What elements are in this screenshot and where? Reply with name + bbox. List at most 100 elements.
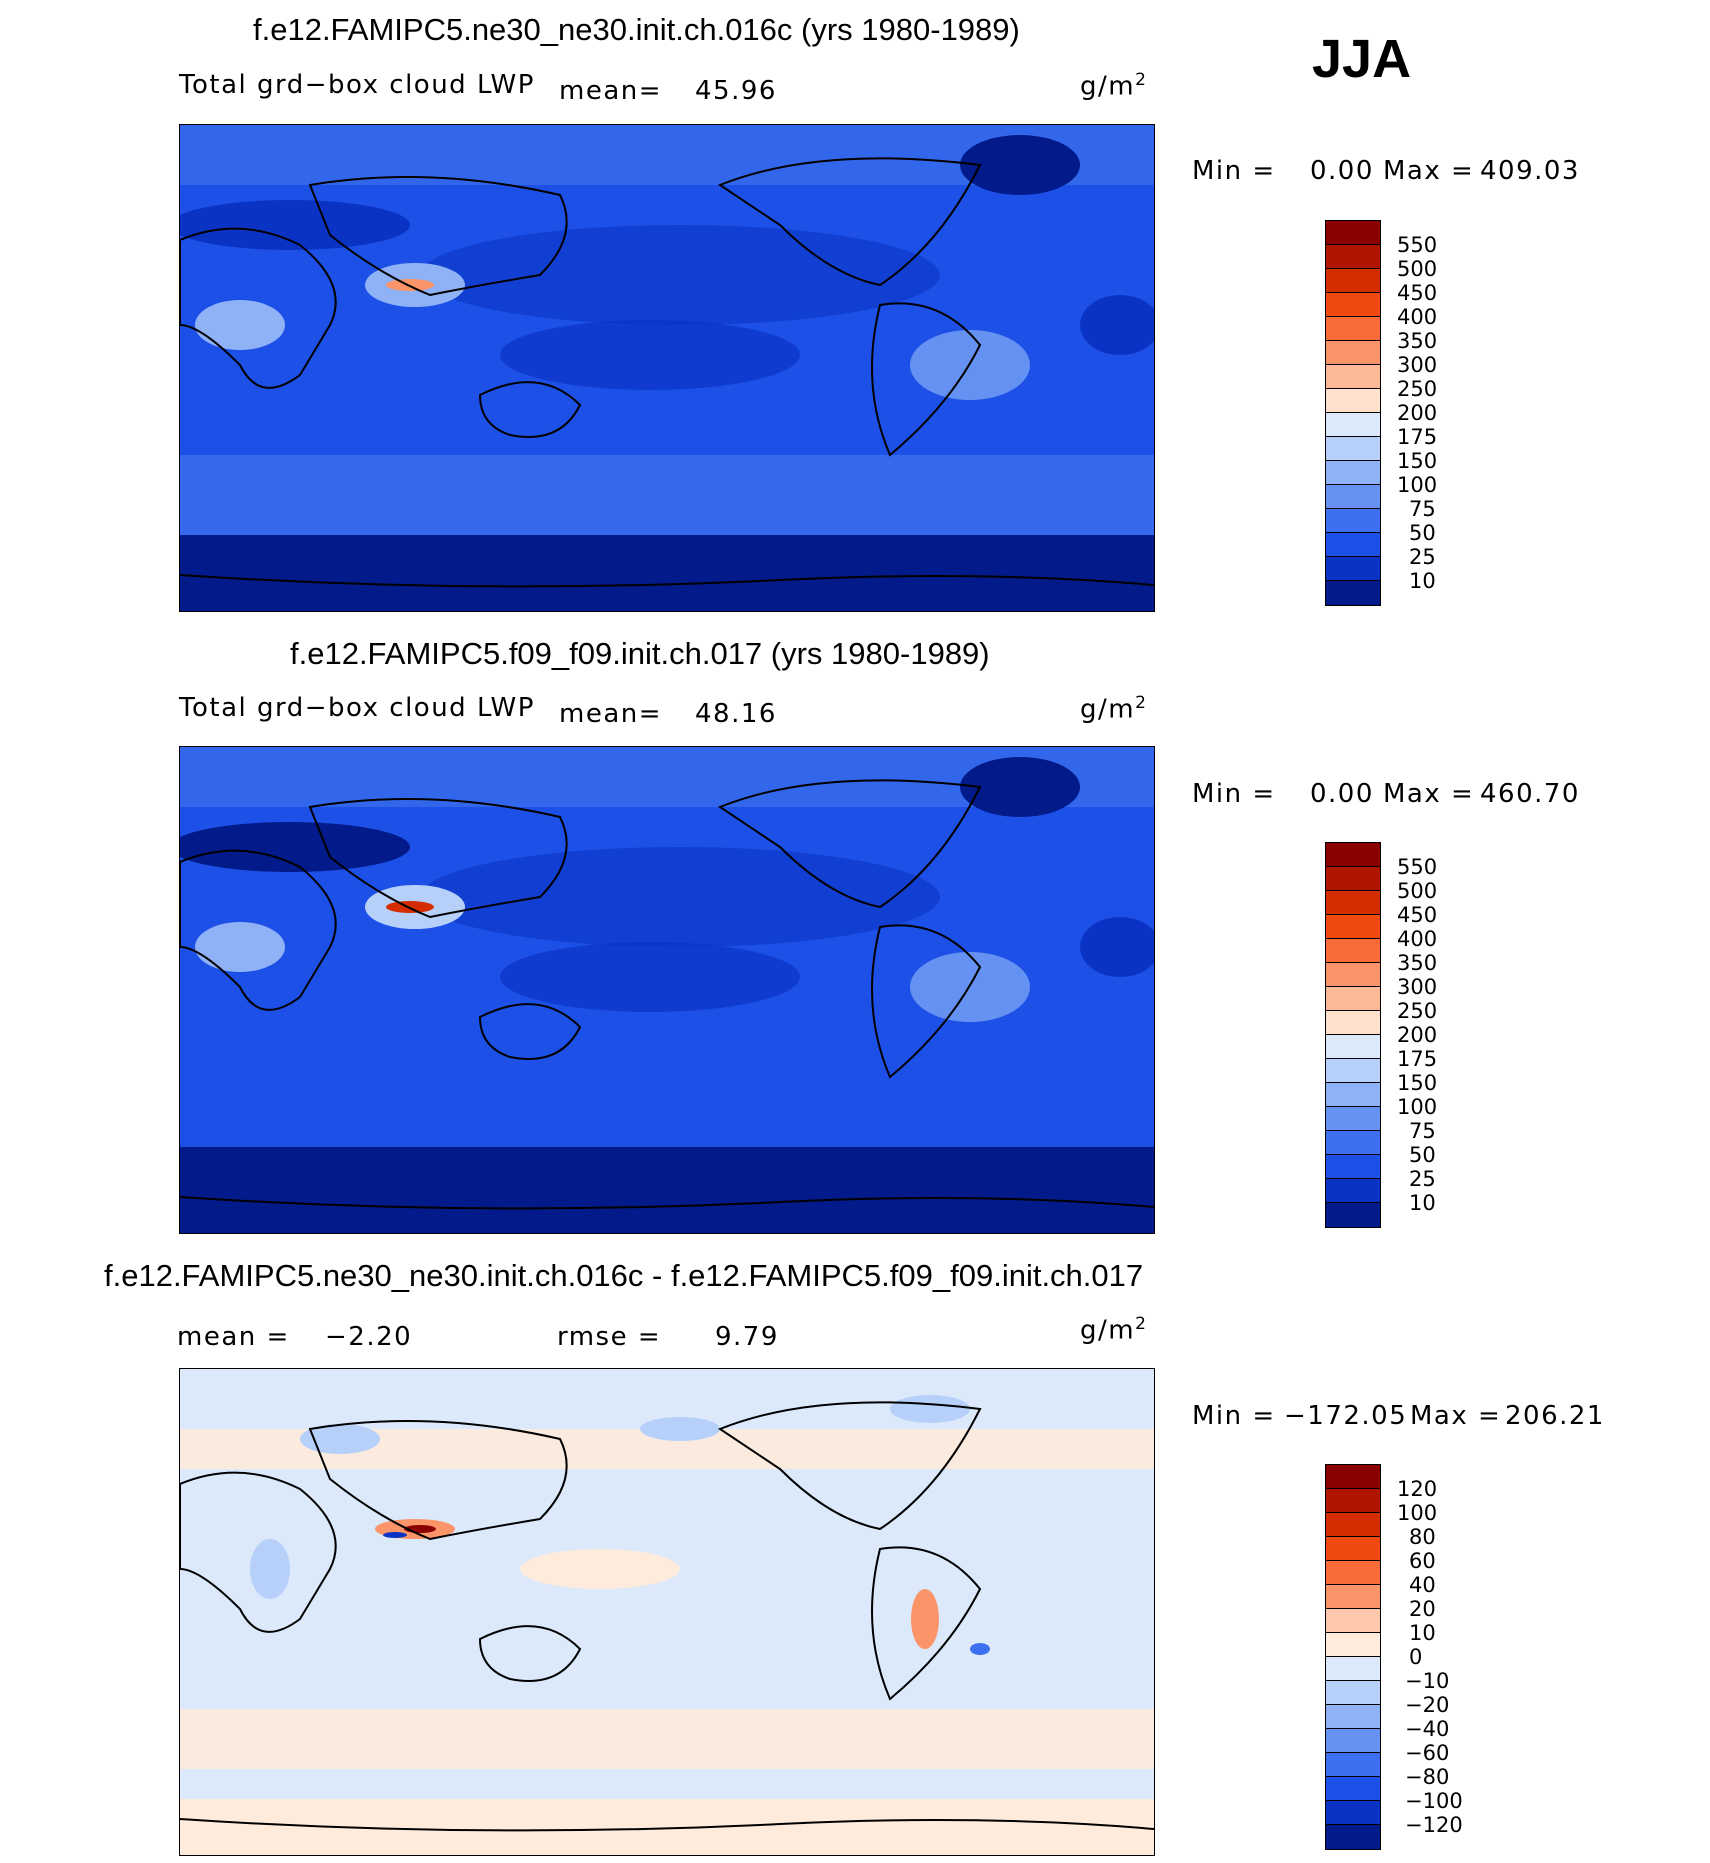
colorbar-swatch xyxy=(1326,581,1380,605)
panel-1-min-label: Min = xyxy=(1192,156,1276,186)
colorbar-swatch xyxy=(1326,915,1380,939)
colorbar-tick-label: 25 xyxy=(1409,545,1436,569)
south-america-coast xyxy=(871,1546,982,1701)
panel-3-mean-label: mean = xyxy=(177,1322,290,1352)
colorbar-swatch xyxy=(1326,939,1380,963)
colorbar-swatch xyxy=(1326,1729,1380,1753)
south-america-coast xyxy=(871,924,982,1079)
colorbar-tick-label: 150 xyxy=(1397,449,1438,473)
panel-3-rmse-value: 9.79 xyxy=(715,1322,779,1352)
colorbar-swatch xyxy=(1326,1489,1380,1513)
colorbar-tick-label: 350 xyxy=(1397,329,1438,353)
panel-1-variable: Total grd−box cloud LWP xyxy=(179,70,535,100)
colorbar-tick-label: 20 xyxy=(1409,1597,1436,1621)
antarctica-coast xyxy=(180,1818,1154,1832)
colorbar-swatch xyxy=(1326,843,1380,867)
colorbar-tick-label: 150 xyxy=(1397,1071,1438,1095)
eurasia-coast xyxy=(308,1420,568,1541)
colorbar-tick-label: 500 xyxy=(1397,879,1438,903)
colorbar-swatch xyxy=(1326,1705,1380,1729)
panel-1-colorbar xyxy=(1325,220,1381,606)
panel-2-title: f.e12.FAMIPC5.f09_f09.init.ch.017 (yrs 1… xyxy=(290,636,990,671)
colorbar-tick-label: −20 xyxy=(1405,1693,1450,1717)
eurasia-dry-zone xyxy=(180,200,410,250)
colorbar-swatch xyxy=(1326,1537,1380,1561)
australia-coast xyxy=(478,1003,582,1060)
colorbar-swatch xyxy=(1326,1561,1380,1585)
colorbar-tick-label: 75 xyxy=(1409,497,1436,521)
colorbar-swatch xyxy=(1326,1753,1380,1777)
colorbar-tick-label: −100 xyxy=(1405,1789,1463,1813)
north-america-coast xyxy=(717,1401,982,1531)
colorbar-tick-label: −40 xyxy=(1405,1717,1450,1741)
panel-3-min-value: −172.05 xyxy=(1284,1401,1408,1431)
colorbar-swatch xyxy=(1326,1155,1380,1179)
colorbar-swatch xyxy=(1326,1633,1380,1657)
east-atlantic-low xyxy=(1080,917,1154,977)
panel-1-mean-label: mean= xyxy=(559,76,663,106)
panel-1-min-value: 0.00 xyxy=(1310,156,1374,186)
brazil-negative xyxy=(970,1643,990,1655)
panel-3-title: f.e12.FAMIPC5.ne30_ne30.init.ch.016c - f… xyxy=(104,1258,1144,1293)
colorbar-tick-label: 10 xyxy=(1409,1191,1436,1215)
colorbar-swatch xyxy=(1326,389,1380,413)
panel-2-max-label: Max = xyxy=(1383,779,1475,809)
colorbar-swatch xyxy=(1326,1059,1380,1083)
colorbar-swatch xyxy=(1326,437,1380,461)
panel-3-rmse-label: rmse = xyxy=(557,1322,662,1352)
eurasia-coast xyxy=(308,798,568,919)
australia-coast xyxy=(478,1625,582,1682)
colorbar-tick-label: 80 xyxy=(1409,1525,1436,1549)
colorbar-swatch xyxy=(1326,293,1380,317)
colorbar-tick-label: −60 xyxy=(1405,1741,1450,1765)
colorbar-swatch xyxy=(1326,867,1380,891)
colorbar-tick-label: 50 xyxy=(1409,521,1436,545)
colorbar-swatch xyxy=(1326,461,1380,485)
antarctica-coast xyxy=(180,574,1154,588)
colorbar-swatch xyxy=(1326,509,1380,533)
panel-3-mean-value: −2.20 xyxy=(325,1322,413,1352)
north-pacific-negative xyxy=(640,1417,720,1441)
colorbar-tick-label: 400 xyxy=(1397,305,1438,329)
andes-positive xyxy=(911,1589,939,1649)
southern-storm-band xyxy=(180,455,1154,535)
panel-1-units: g/m2 xyxy=(1080,70,1148,102)
panel-2-max-value: 460.70 xyxy=(1480,779,1580,809)
panel-1-max-label: Max = xyxy=(1383,156,1475,186)
colorbar-swatch xyxy=(1326,1131,1380,1155)
colorbar-tick-label: 50 xyxy=(1409,1143,1436,1167)
himalaya-max xyxy=(386,901,434,913)
pacific-subtropic-low xyxy=(420,225,940,325)
colorbar-tick-label: 200 xyxy=(1397,401,1438,425)
colorbar-swatch xyxy=(1326,1825,1380,1849)
southern-positive-band xyxy=(180,1709,1154,1769)
colorbar-swatch xyxy=(1326,485,1380,509)
panel-3-max-value: 206.21 xyxy=(1505,1401,1605,1431)
colorbar-swatch xyxy=(1326,1203,1380,1227)
pacific-subtropic-low xyxy=(420,847,940,947)
colorbar-tick-label: 100 xyxy=(1397,1095,1438,1119)
colorbar-tick-label: 450 xyxy=(1397,281,1438,305)
canada-negative xyxy=(890,1395,970,1423)
colorbar-swatch xyxy=(1326,317,1380,341)
panel-2-mean-value: 48.16 xyxy=(695,699,777,729)
colorbar-tick-label: 25 xyxy=(1409,1167,1436,1191)
colorbar-tick-label: 40 xyxy=(1409,1573,1436,1597)
himalaya-max xyxy=(386,279,434,291)
australia-coast xyxy=(478,381,582,438)
colorbar-tick-label: 550 xyxy=(1397,233,1438,257)
colorbar-tick-label: 250 xyxy=(1397,377,1438,401)
africa-region xyxy=(195,300,285,350)
colorbar-swatch xyxy=(1326,987,1380,1011)
panel-2-colorbar xyxy=(1325,842,1381,1228)
africa-coast xyxy=(180,849,337,1011)
colorbar-tick-label: 75 xyxy=(1409,1119,1436,1143)
panel-3-colorbar xyxy=(1325,1464,1381,1850)
panel-2-min-label: Min = xyxy=(1192,779,1276,809)
eurasia-coast xyxy=(308,176,568,297)
colorbar-tick-label: 0 xyxy=(1409,1645,1423,1669)
panel-1-max-value: 409.03 xyxy=(1480,156,1580,186)
colorbar-swatch xyxy=(1326,1801,1380,1825)
colorbar-tick-label: 100 xyxy=(1397,473,1438,497)
colorbar-swatch xyxy=(1326,1585,1380,1609)
